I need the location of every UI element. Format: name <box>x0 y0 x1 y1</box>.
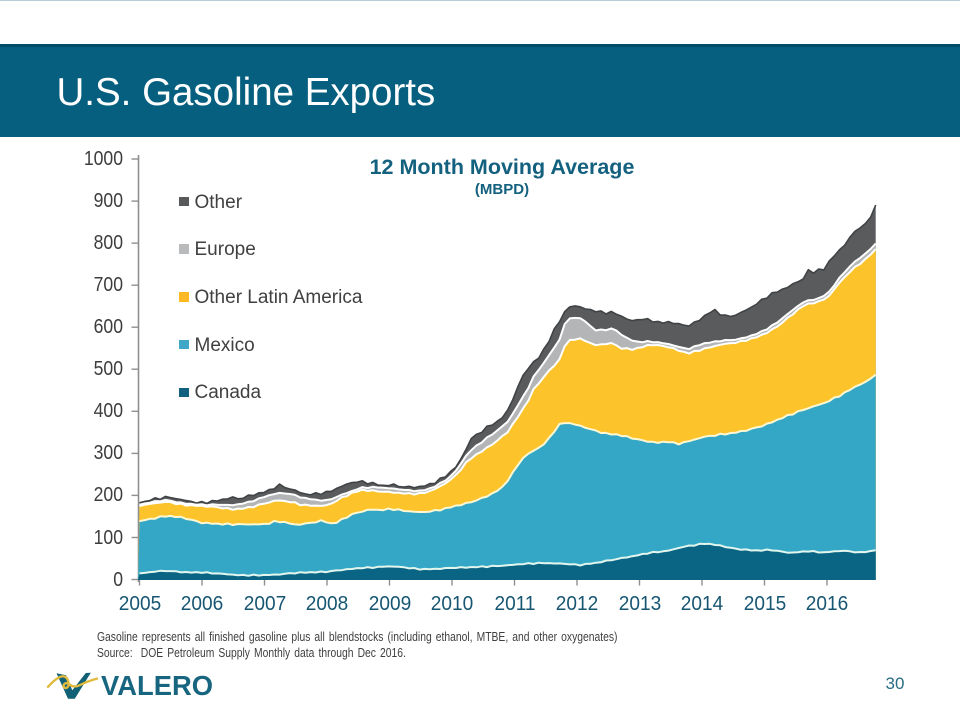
svg-text:VALERO: VALERO <box>101 670 213 701</box>
